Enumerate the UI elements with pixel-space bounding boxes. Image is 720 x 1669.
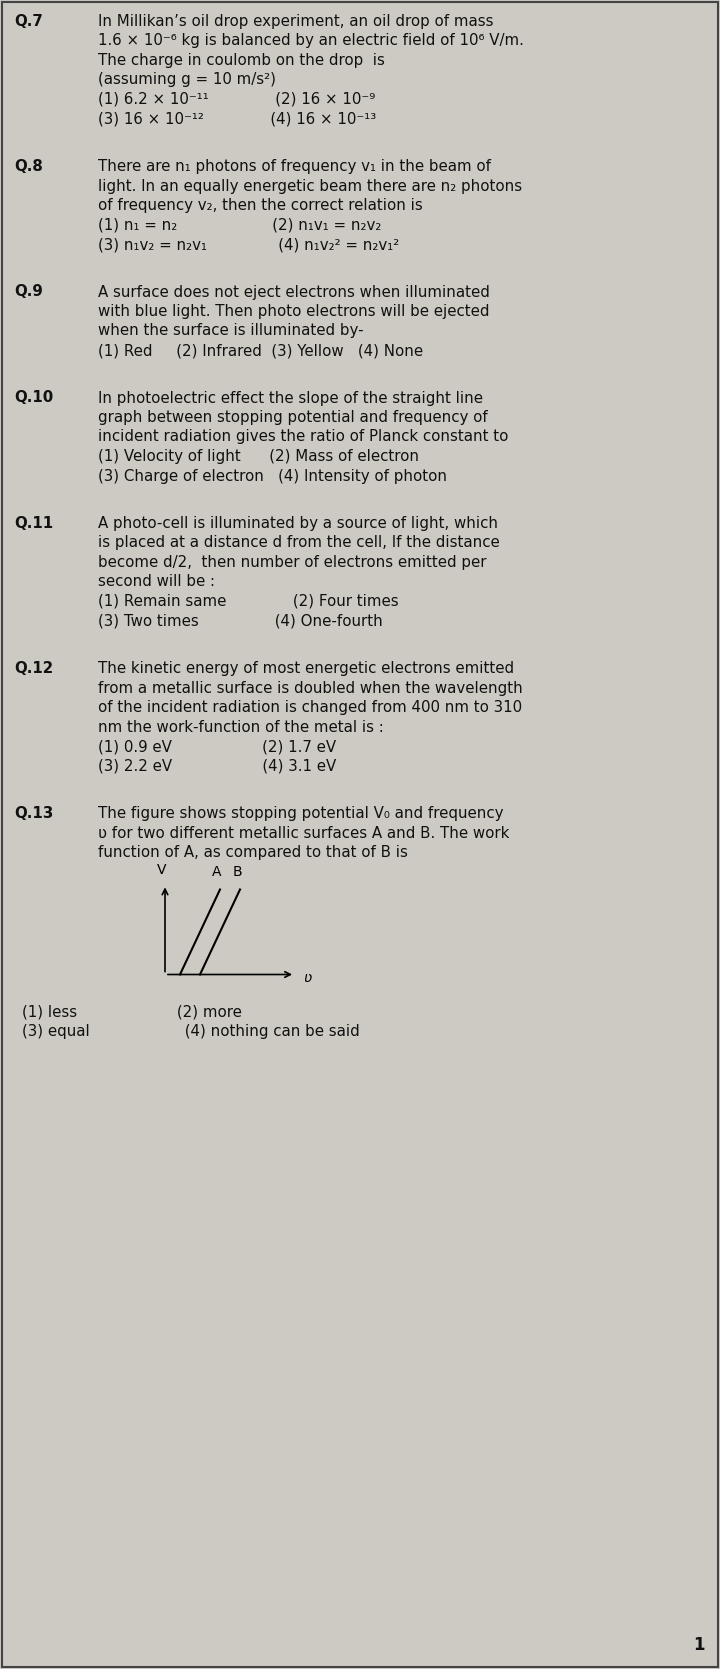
Text: B: B	[232, 866, 242, 880]
Text: (3) equal                    (4) nothing can be said: (3) equal (4) nothing can be said	[22, 1025, 360, 1040]
Text: (1) 6.2 × 10⁻¹¹              (2) 16 × 10⁻⁹: (1) 6.2 × 10⁻¹¹ (2) 16 × 10⁻⁹	[98, 92, 375, 107]
Text: nm the work-function of the metal is :: nm the work-function of the metal is :	[98, 719, 384, 734]
Text: incident radiation gives the ratio of Planck constant to: incident radiation gives the ratio of Pl…	[98, 429, 508, 444]
Text: ʋ for two different metallic surfaces A and B. The work: ʋ for two different metallic surfaces A …	[98, 826, 509, 841]
Text: (3) 2.2 eV                   (4) 3.1 eV: (3) 2.2 eV (4) 3.1 eV	[98, 758, 336, 773]
Text: (3) 16 × 10⁻¹²              (4) 16 × 10⁻¹³: (3) 16 × 10⁻¹² (4) 16 × 10⁻¹³	[98, 112, 377, 127]
Text: V: V	[157, 863, 167, 876]
Text: A photo-cell is illuminated by a source of light, which: A photo-cell is illuminated by a source …	[98, 516, 498, 531]
Text: become d/2,  then number of electrons emitted per: become d/2, then number of electrons emi…	[98, 556, 487, 571]
Text: (3) Charge of electron   (4) Intensity of photon: (3) Charge of electron (4) Intensity of …	[98, 469, 447, 484]
Text: 1: 1	[693, 1636, 705, 1654]
Text: Q.12: Q.12	[14, 661, 53, 676]
Text: light. In an equally energetic beam there are n₂ photons: light. In an equally energetic beam ther…	[98, 179, 522, 194]
Text: Q.13: Q.13	[14, 806, 53, 821]
Text: function of A, as compared to that of B is: function of A, as compared to that of B …	[98, 845, 408, 860]
Text: Q.7: Q.7	[14, 13, 43, 28]
Text: of the incident radiation is changed from 400 nm to 310: of the incident radiation is changed fro…	[98, 699, 522, 714]
Text: (3) n₁v₂ = n₂v₁               (4) n₁v₂² = n₂v₁²: (3) n₁v₂ = n₂v₁ (4) n₁v₂² = n₂v₁²	[98, 237, 400, 252]
Text: when the surface is illuminated by-: when the surface is illuminated by-	[98, 324, 364, 339]
Text: Q.8: Q.8	[14, 159, 42, 174]
Text: In photoelectric effect the slope of the straight line: In photoelectric effect the slope of the…	[98, 391, 483, 406]
Text: Q.10: Q.10	[14, 391, 53, 406]
Text: second will be :: second will be :	[98, 574, 215, 589]
Text: with blue light. Then photo electrons will be ejected: with blue light. Then photo electrons wi…	[98, 304, 490, 319]
Text: from a metallic surface is doubled when the wavelength: from a metallic surface is doubled when …	[98, 681, 523, 696]
Text: of frequency v₂, then the correct relation is: of frequency v₂, then the correct relati…	[98, 199, 423, 214]
Text: The charge in coulomb on the drop  is: The charge in coulomb on the drop is	[98, 53, 385, 68]
Text: (1) Velocity of light      (2) Mass of electron: (1) Velocity of light (2) Mass of electr…	[98, 449, 419, 464]
Text: ʋ: ʋ	[303, 970, 311, 985]
Text: Q.9: Q.9	[14, 284, 43, 299]
Text: graph between stopping potential and frequency of: graph between stopping potential and fre…	[98, 411, 487, 426]
Text: Q.11: Q.11	[14, 516, 53, 531]
Text: There are n₁ photons of frequency v₁ in the beam of: There are n₁ photons of frequency v₁ in …	[98, 159, 491, 174]
Text: A: A	[212, 866, 222, 880]
Text: is placed at a distance d from the cell, If the distance: is placed at a distance d from the cell,…	[98, 536, 500, 551]
Text: (1) 0.9 eV                   (2) 1.7 eV: (1) 0.9 eV (2) 1.7 eV	[98, 739, 336, 754]
Text: A surface does not eject electrons when illuminated: A surface does not eject electrons when …	[98, 284, 490, 299]
Text: The kinetic energy of most energetic electrons emitted: The kinetic energy of most energetic ele…	[98, 661, 514, 676]
Text: 1.6 × 10⁻⁶ kg is balanced by an electric field of 10⁶ V/m.: 1.6 × 10⁻⁶ kg is balanced by an electric…	[98, 33, 524, 48]
Text: (1) Remain same              (2) Four times: (1) Remain same (2) Four times	[98, 594, 399, 609]
Text: (3) Two times                (4) One-fourth: (3) Two times (4) One-fourth	[98, 614, 383, 629]
Text: (1) Red     (2) Infrared  (3) Yellow   (4) None: (1) Red (2) Infrared (3) Yellow (4) None	[98, 344, 423, 357]
Text: (1) less                     (2) more: (1) less (2) more	[22, 1005, 242, 1020]
Text: In Millikan’s oil drop experiment, an oil drop of mass: In Millikan’s oil drop experiment, an oi…	[98, 13, 493, 28]
Text: (1) n₁ = n₂                    (2) n₁v₁ = n₂v₂: (1) n₁ = n₂ (2) n₁v₁ = n₂v₂	[98, 217, 382, 232]
Text: The figure shows stopping potential V₀ and frequency: The figure shows stopping potential V₀ a…	[98, 806, 503, 821]
Text: (assuming g = 10 m/s²): (assuming g = 10 m/s²)	[98, 72, 276, 87]
